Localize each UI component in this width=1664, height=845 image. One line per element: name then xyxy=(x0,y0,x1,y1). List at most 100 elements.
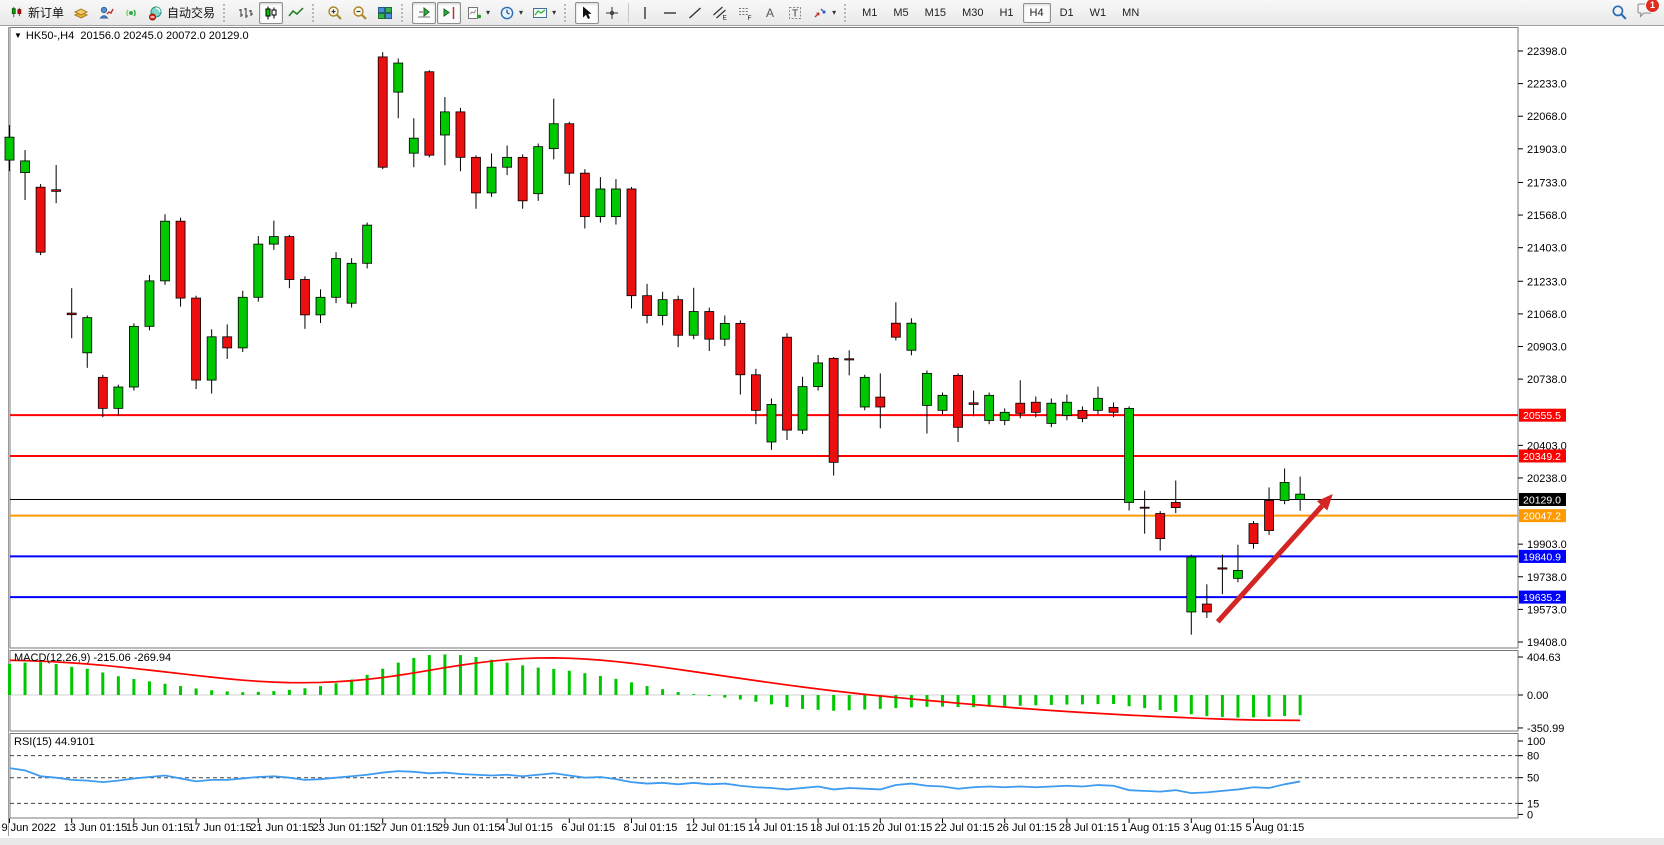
horizontal-line-tool-button[interactable] xyxy=(658,2,682,24)
time-axis-label[interactable]: 1 Aug 01:15 xyxy=(1121,822,1180,834)
time-axis-label[interactable]: 12 Jul 01:15 xyxy=(686,822,746,834)
timeframe-m30-button[interactable]: M30 xyxy=(962,6,984,19)
candle xyxy=(704,311,715,340)
signals-button[interactable] xyxy=(119,2,143,24)
time-axis-label[interactable]: 18 Jul 01:15 xyxy=(810,822,870,834)
price-tick-label: 21403.0 xyxy=(1527,243,1567,255)
candle xyxy=(999,411,1010,421)
time-axis-label[interactable]: 3 Aug 01:15 xyxy=(1183,822,1242,834)
ohlc-values: 20156.0 20245.0 20072.0 20129.0 xyxy=(80,30,249,42)
candle xyxy=(160,220,170,282)
time-axis-label[interactable]: 26 Jul 01:15 xyxy=(997,822,1057,834)
bar-chart-icon xyxy=(239,7,254,18)
crosshair-tool-button[interactable] xyxy=(600,2,624,24)
trendline-tool-button[interactable] xyxy=(683,2,707,24)
line-chart-mode-button[interactable] xyxy=(284,2,308,24)
vertical-line-tool-button[interactable] xyxy=(633,2,657,24)
tile-windows-button[interactable] xyxy=(373,2,397,24)
candlestick-mode-button[interactable] xyxy=(259,1,284,24)
timeframe-m1-button[interactable]: M1 xyxy=(862,6,878,19)
price-tick-label: 20903.0 xyxy=(1527,342,1567,354)
template-button[interactable]: ▾ xyxy=(528,2,560,24)
zoom-out-icon xyxy=(353,5,367,20)
candle xyxy=(253,243,264,298)
text-tool-button[interactable]: A xyxy=(758,2,782,24)
timeframe-h1-button[interactable]: H1 xyxy=(999,6,1014,19)
price-tick-label: 19573.0 xyxy=(1527,604,1567,616)
time-axis-label[interactable]: 4 Jul 01:15 xyxy=(499,822,553,834)
rsi-axis-label: 50 xyxy=(1527,773,1539,785)
time-axis-label[interactable]: 14 Jul 01:15 xyxy=(748,822,808,834)
toolbar-grip[interactable] xyxy=(312,3,317,22)
macd-signal-line xyxy=(9,657,1301,722)
toolbar-grip[interactable] xyxy=(564,3,569,22)
time-axis-label[interactable]: 17 Jun 01:15 xyxy=(188,822,252,834)
time-axis-label[interactable]: 9 Jun 2022 xyxy=(2,822,56,834)
timeframe-mn-button[interactable]: MN xyxy=(1122,6,1140,19)
price-list-button[interactable] xyxy=(69,2,93,24)
new-order-button[interactable]: 新订单 xyxy=(6,2,68,24)
trend-arrow-line[interactable] xyxy=(1215,504,1324,624)
zoom-out-button[interactable] xyxy=(348,2,372,24)
candle xyxy=(486,166,497,194)
macd-panel[interactable] xyxy=(9,650,1519,732)
candle xyxy=(206,336,217,381)
price-level-tag-label: 20129.0 xyxy=(1523,494,1561,506)
text-label-tool-button[interactable]: T xyxy=(783,2,807,24)
rsi-panel[interactable] xyxy=(9,733,1519,819)
auto-scroll-button[interactable] xyxy=(412,1,437,24)
new-chart-button[interactable]: ▾ xyxy=(462,2,494,24)
time-axis-label[interactable]: 28 Jul 01:15 xyxy=(1059,822,1119,834)
text-icon: A xyxy=(766,6,774,20)
cursor-tool-button[interactable] xyxy=(575,1,600,24)
arrows-tool-button[interactable]: ▾ xyxy=(808,2,840,24)
candle xyxy=(1186,556,1197,613)
timeframe-h4-button[interactable]: H4 xyxy=(1022,2,1051,23)
candle xyxy=(1108,406,1119,413)
toolbar-grip[interactable] xyxy=(844,3,849,22)
zoom-in-button[interactable] xyxy=(323,2,347,24)
time-axis-label[interactable]: 15 Jun 01:15 xyxy=(126,822,190,834)
main-chart-panel[interactable] xyxy=(9,27,1519,649)
timeframe-w1-button[interactable]: W1 xyxy=(1089,6,1107,19)
timeframe-m5-button[interactable]: M5 xyxy=(893,6,909,19)
crosshair-icon xyxy=(606,6,619,19)
price-level-tag-label: 20555.5 xyxy=(1523,410,1561,422)
rsi-axis-label: 80 xyxy=(1527,751,1539,763)
time-axis-label[interactable]: 8 Jul 01:15 xyxy=(624,822,678,834)
period-button[interactable]: ▾ xyxy=(495,2,527,24)
time-axis-label[interactable]: 27 Jun 01:15 xyxy=(375,822,439,834)
toolbar-right-group: 1 xyxy=(1611,0,1660,24)
chevron-down-icon: ▾ xyxy=(552,8,557,17)
time-axis-label[interactable]: 20 Jul 01:15 xyxy=(872,822,932,834)
channel-tool-button[interactable]: E xyxy=(708,2,732,24)
collapse-triangle-icon[interactable]: ▼ xyxy=(14,31,22,40)
timeframe-m15-button[interactable]: M15 xyxy=(924,6,947,19)
toolbar-grip[interactable] xyxy=(401,3,406,22)
bar-chart-mode-button[interactable] xyxy=(234,2,258,24)
time-axis-label[interactable]: 29 Jun 01:15 xyxy=(437,822,501,834)
fibonacci-tool-button[interactable]: F xyxy=(733,2,757,24)
auto-trading-button[interactable]: 自动交易 xyxy=(144,2,219,24)
timeframe-d1-button[interactable]: D1 xyxy=(1059,6,1074,19)
candle xyxy=(1264,500,1274,531)
strategy-tester-button[interactable] xyxy=(94,2,118,24)
channel-letter: E xyxy=(723,14,728,21)
candle xyxy=(595,188,606,218)
toolbar-grip[interactable] xyxy=(223,3,228,22)
time-axis-label[interactable]: 21 Jun 01:15 xyxy=(250,822,314,834)
candle xyxy=(828,357,839,463)
chart-shift-button[interactable] xyxy=(437,1,462,24)
time-axis-label[interactable]: 22 Jul 01:15 xyxy=(935,822,995,834)
time-axis-label[interactable]: 6 Jul 01:15 xyxy=(561,822,615,834)
price-list-icon xyxy=(73,7,89,19)
search-icon[interactable] xyxy=(1611,4,1628,21)
candle xyxy=(1139,506,1150,509)
community-chat-button[interactable]: 1 xyxy=(1636,0,1660,24)
time-axis-label[interactable]: 5 Aug 01:15 xyxy=(1246,822,1305,834)
time-axis-label[interactable]: 13 Jun 01:15 xyxy=(64,822,128,834)
time-axis-label[interactable]: 23 Jun 01:15 xyxy=(313,822,377,834)
macd-axis-label: -350.99 xyxy=(1527,723,1564,735)
price-tick-label: 22233.0 xyxy=(1527,79,1567,91)
